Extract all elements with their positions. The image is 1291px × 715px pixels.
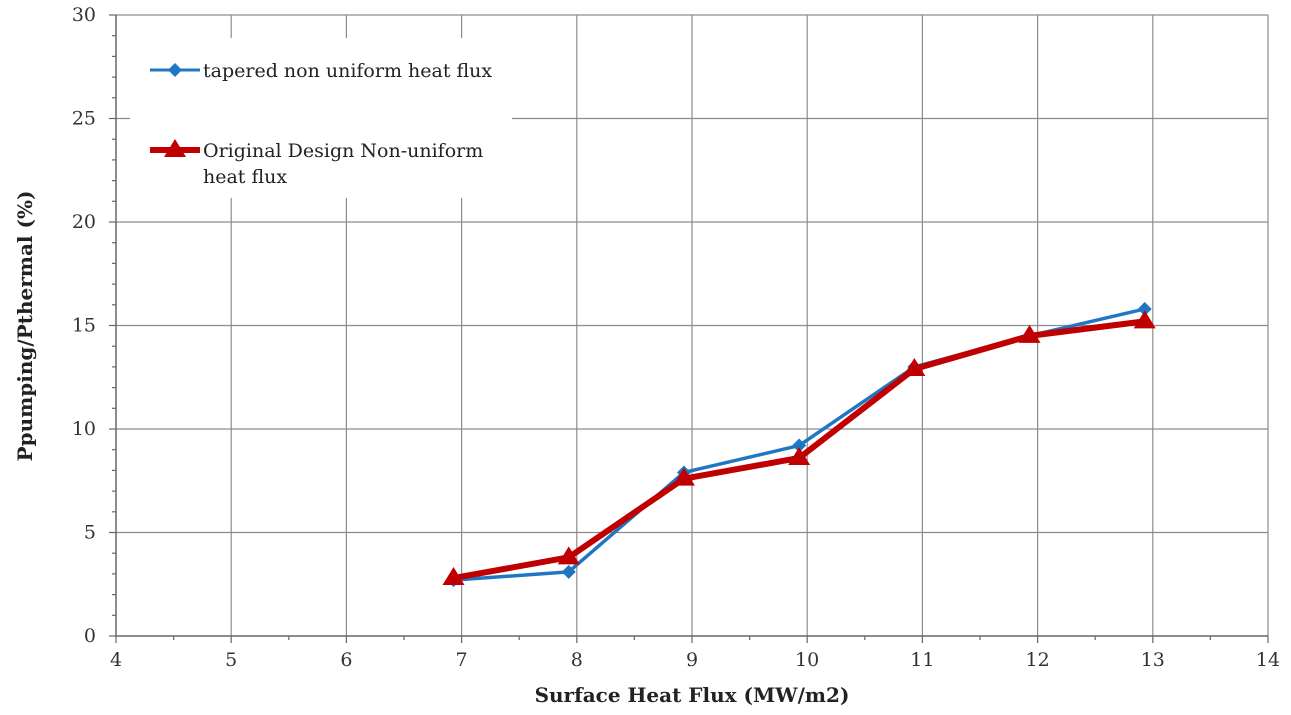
data-point-triangle (557, 546, 580, 565)
data-point-triangle (1133, 310, 1156, 329)
x-tick-label: 9 (686, 649, 698, 671)
x-tick-label: 4 (110, 649, 122, 671)
y-tick-label: 30 (72, 4, 96, 26)
data-point-triangle (442, 567, 465, 586)
y-tick-label: 10 (72, 418, 96, 440)
y-tick-label: 20 (72, 211, 96, 233)
x-tick-label: 13 (1141, 649, 1165, 671)
legend-label-original-line2: heat flux (203, 166, 287, 188)
legend-label-original: Original Design Non-uniform (203, 140, 483, 162)
legend-entry-tapered: tapered non uniform heat flux (150, 60, 492, 82)
legend-background (130, 38, 512, 198)
y-axis-title: Ppumping/Pthermal (%) (13, 191, 37, 462)
data-point-triangle (788, 446, 811, 465)
legend-marker-diamond (168, 63, 182, 77)
legend-label-tapered: tapered non uniform heat flux (203, 60, 492, 82)
y-tick-label: 25 (72, 108, 96, 130)
data-point-triangle (672, 467, 695, 486)
series-layer (442, 301, 1156, 588)
y-tick-label: 0 (84, 625, 96, 647)
axes (109, 14, 1269, 643)
data-point-diamond (1137, 301, 1152, 316)
data-point-triangle (903, 357, 926, 376)
x-tick-label: 14 (1256, 649, 1280, 671)
x-tick-label: 12 (1026, 649, 1050, 671)
x-tick-label: 7 (456, 649, 468, 671)
x-tick-label: 5 (225, 649, 237, 671)
data-point-triangle (1018, 324, 1041, 343)
x-tick-label: 11 (910, 649, 934, 671)
y-tick-label: 15 (72, 315, 96, 337)
x-tick-label: 8 (571, 649, 583, 671)
data-point-diamond (561, 564, 576, 579)
legend: tapered non uniform heat flux Original D… (150, 60, 492, 188)
data-point-diamond (792, 438, 807, 453)
x-tick-label: 6 (340, 649, 352, 671)
legend-entry-original: Original Design Non-uniform heat flux (150, 139, 483, 188)
x-axis-title: Surface Heat Flux (MW/m2) (535, 683, 850, 707)
x-tick-label: 10 (795, 649, 819, 671)
tick-labels: 4 5 6 7 8 9 10 11 12 13 14 0 5 10 15 20 25 30 (72, 4, 1280, 671)
y-tick-label: 5 (84, 522, 96, 544)
legend-marker-triangle (164, 139, 186, 157)
